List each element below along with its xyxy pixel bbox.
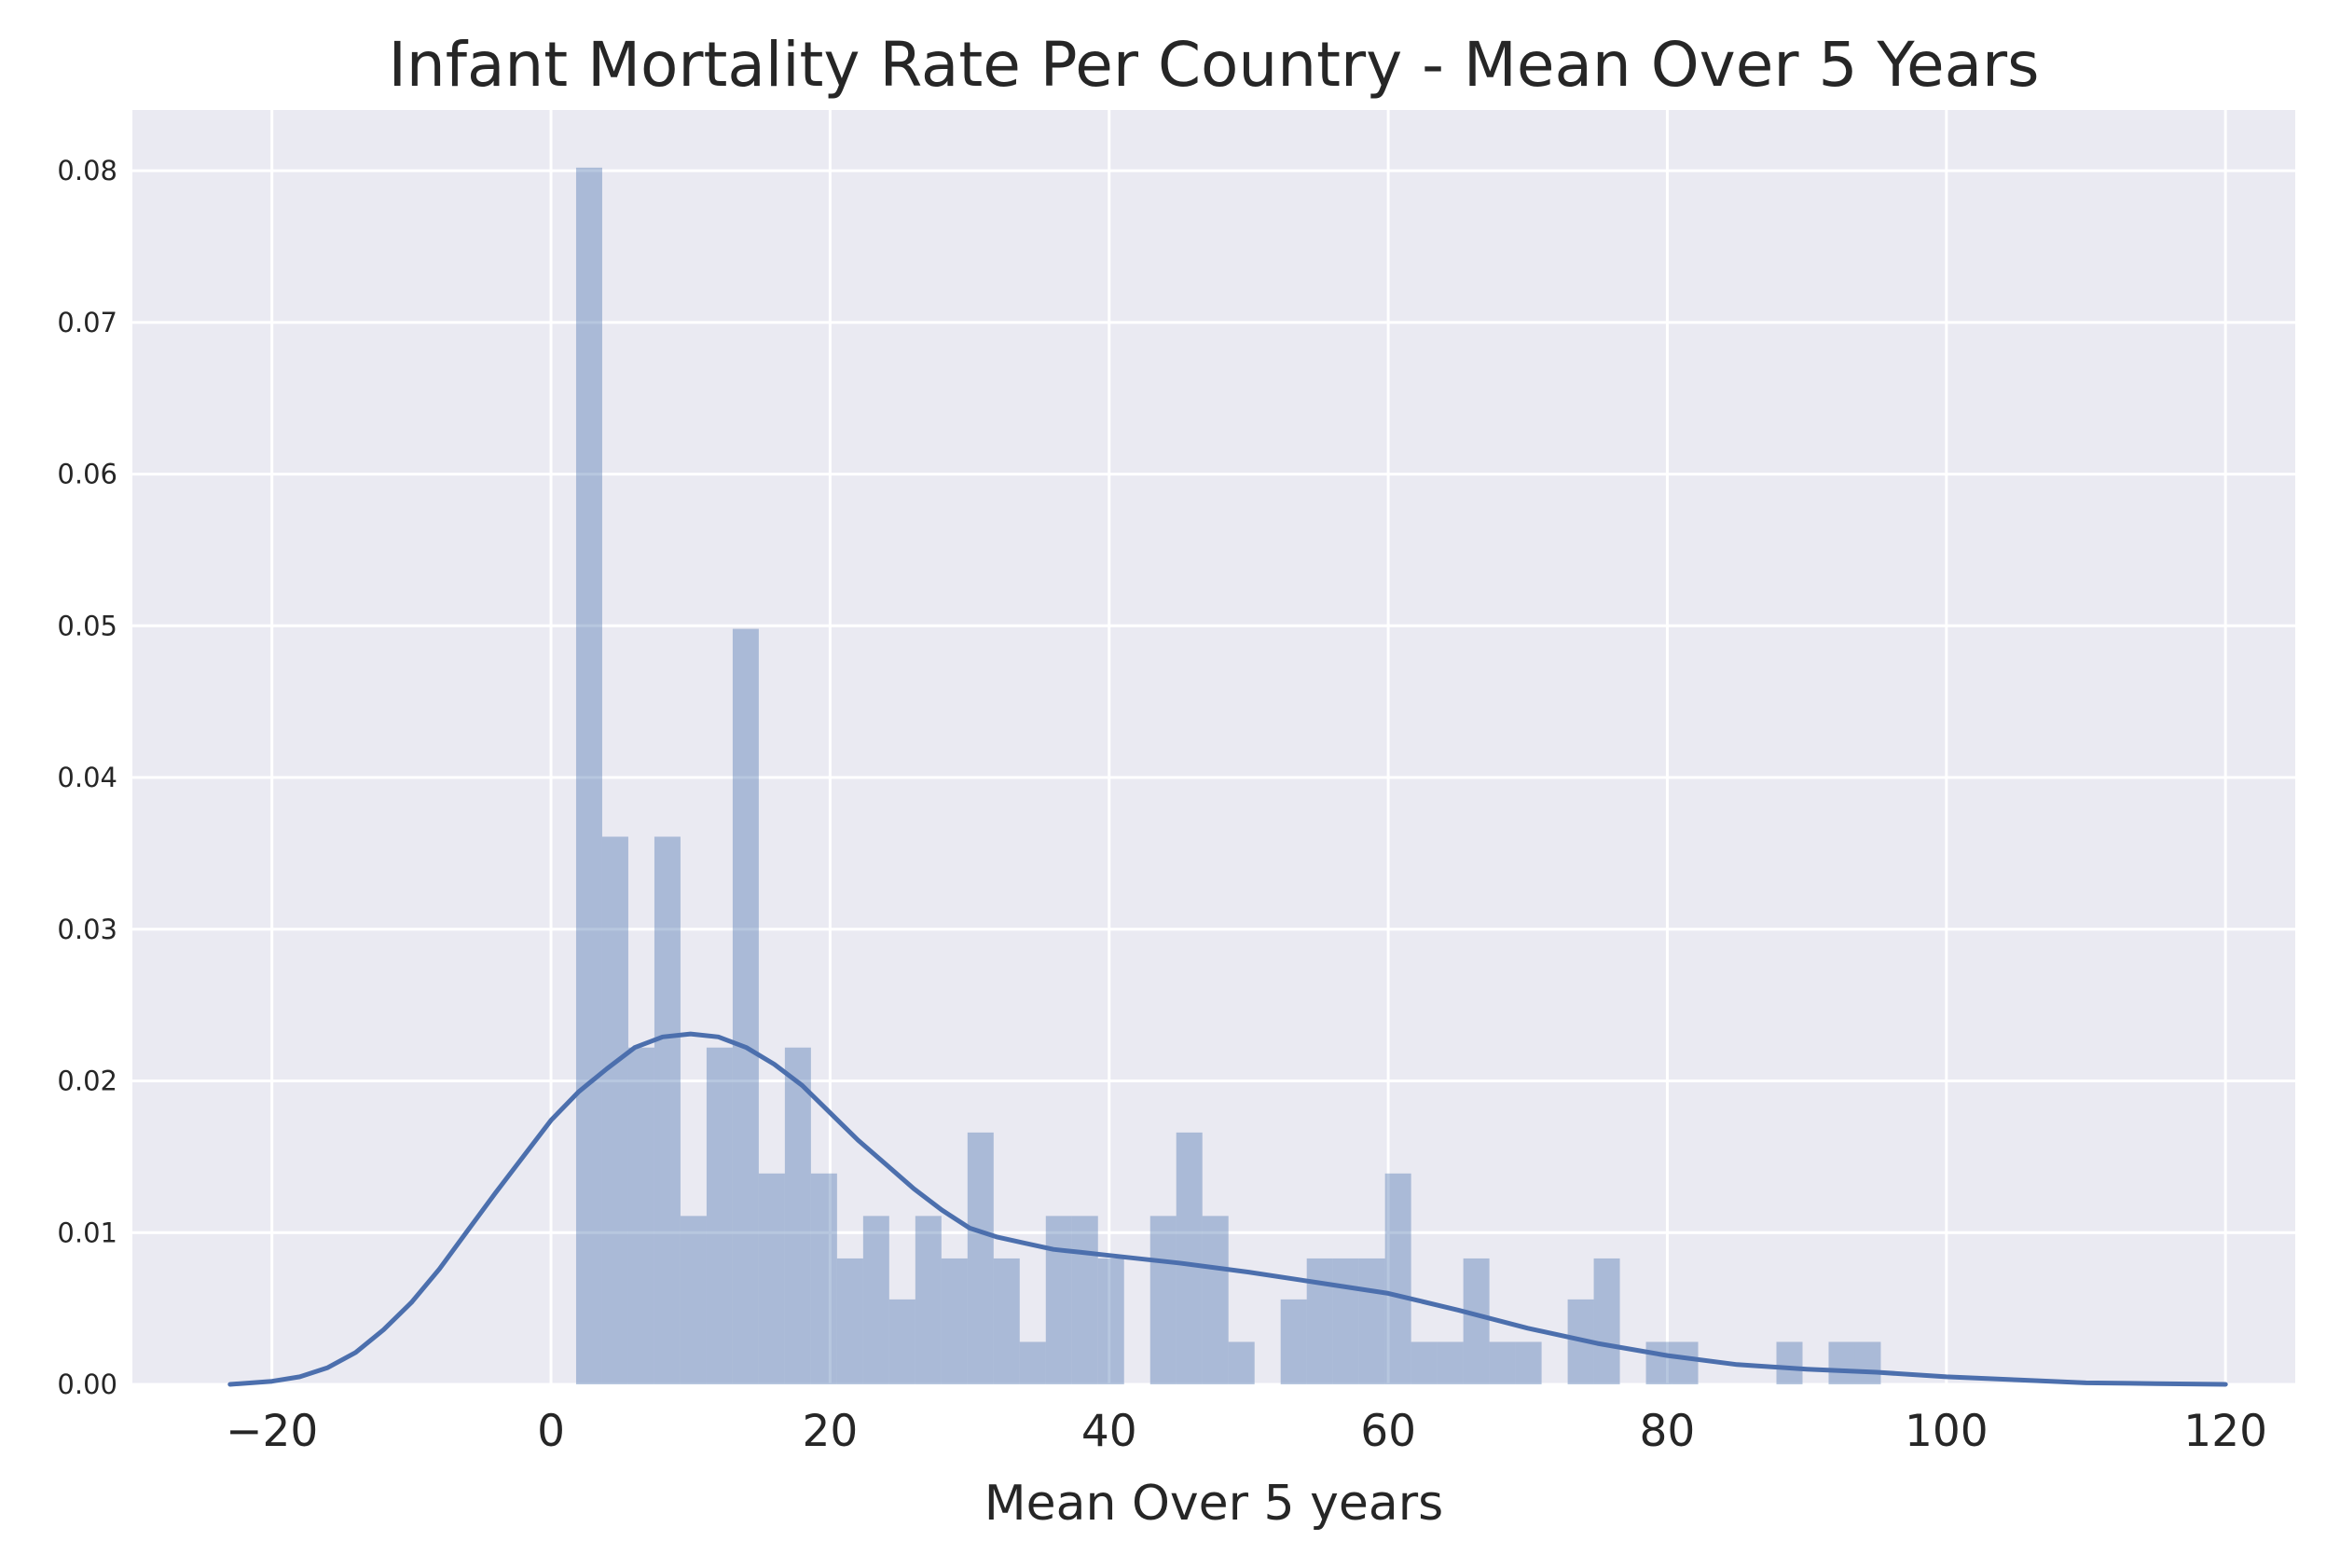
histogram-bar [1489, 1341, 1516, 1384]
y-tick-label: 0.06 [57, 459, 117, 490]
chart-title: Infant Mortality Rate Per Country - Mean… [388, 29, 2039, 101]
y-tick-label: 0.00 [57, 1369, 117, 1400]
histogram-bar [967, 1132, 994, 1384]
histogram-bar [1776, 1341, 1803, 1384]
histogram-bar [732, 628, 759, 1384]
histogram-bar [1045, 1216, 1072, 1384]
histogram-bar [1306, 1258, 1333, 1384]
x-tick-label: 0 [537, 1406, 565, 1457]
y-tick-label: 0.05 [57, 610, 117, 641]
histogram-bar [1645, 1341, 1672, 1384]
histogram-bar [1593, 1258, 1620, 1384]
plot-area [132, 110, 2295, 1384]
histogram-bar [601, 836, 628, 1384]
y-tick-label: 0.07 [57, 307, 117, 338]
histogram-bar [836, 1258, 863, 1384]
histogram-bar [1854, 1341, 1881, 1384]
histogram-bar [680, 1216, 707, 1384]
histogram-bar [1202, 1216, 1229, 1384]
y-axis-ticks: 0.00 0.01 0.02 0.03 0.04 0.05 0.06 0.07 0.08 [57, 155, 117, 1400]
x-tick-label: 120 [2183, 1406, 2267, 1457]
histogram-bar [888, 1299, 915, 1384]
y-tick-label: 0.01 [57, 1217, 117, 1248]
histogram-bar [810, 1173, 837, 1384]
y-tick-label: 0.04 [57, 762, 117, 793]
histogram-bar [1097, 1258, 1124, 1384]
histogram-bar [1019, 1341, 1046, 1384]
histogram-bar [915, 1216, 942, 1384]
histogram-bar [941, 1258, 968, 1384]
histogram-bar [1358, 1258, 1385, 1384]
x-tick-label: 20 [802, 1406, 858, 1457]
histogram-bar [1176, 1132, 1203, 1384]
grid [132, 110, 2295, 1386]
histogram-bar [993, 1258, 1020, 1384]
x-tick-label: 80 [1640, 1406, 1696, 1457]
histogram-bar [706, 1047, 733, 1384]
y-tick-label: 0.02 [57, 1066, 117, 1097]
histogram-bar [1071, 1216, 1098, 1384]
y-tick-label: 0.03 [57, 914, 117, 945]
histogram-bar [1463, 1258, 1490, 1384]
histogram-bar [1411, 1341, 1438, 1384]
histogram-bars [575, 167, 1881, 1385]
kde-curve-group [227, 1031, 2228, 1387]
histogram-bar [1437, 1341, 1464, 1384]
histogram-bar [1228, 1341, 1255, 1384]
histogram-bar [758, 1173, 785, 1384]
histogram-bar [862, 1216, 889, 1384]
histogram-bar [1384, 1173, 1411, 1384]
x-tick-label: −20 [226, 1406, 318, 1457]
y-tick-label: 0.08 [57, 155, 117, 186]
histogram-bar [654, 836, 681, 1384]
histogram-bar [1672, 1341, 1699, 1384]
histogram-bar [1280, 1299, 1307, 1384]
histogram-bar [784, 1047, 811, 1384]
x-tick-label: 100 [1905, 1406, 1989, 1457]
histogram-bar [627, 1047, 654, 1384]
histogram-bar [1515, 1341, 1542, 1384]
histogram-bar [1149, 1216, 1177, 1384]
x-axis-ticks: −20 0 20 40 60 80 100 120 [226, 1406, 2267, 1457]
histogram-bar [1828, 1341, 1855, 1384]
x-tick-label: 40 [1081, 1406, 1137, 1457]
x-tick-label: 60 [1360, 1406, 1416, 1457]
x-axis-label: Mean Over 5 years [984, 1476, 1444, 1532]
histogram-bar [575, 167, 602, 1385]
histogram-bar [1332, 1258, 1359, 1384]
kde-line [227, 1031, 2228, 1387]
